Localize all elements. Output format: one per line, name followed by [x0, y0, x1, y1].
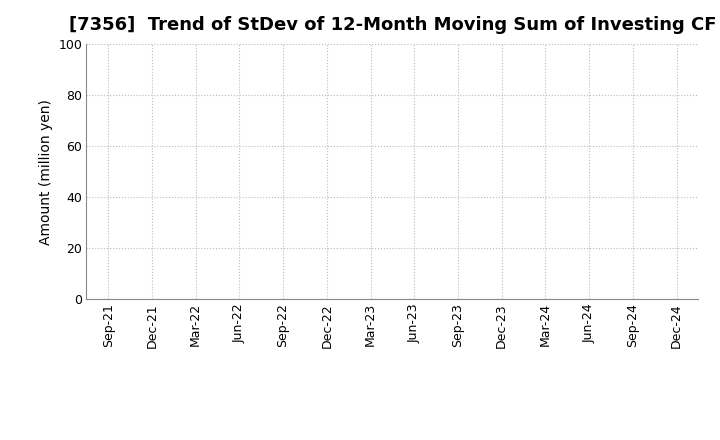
Title: [7356]  Trend of StDev of 12-Month Moving Sum of Investing CF: [7356] Trend of StDev of 12-Month Moving… — [68, 16, 716, 34]
Legend: 3 Years, 5 Years, 7 Years, 10 Years: 3 Years, 5 Years, 7 Years, 10 Years — [148, 439, 637, 440]
Y-axis label: Amount (million yen): Amount (million yen) — [39, 99, 53, 245]
